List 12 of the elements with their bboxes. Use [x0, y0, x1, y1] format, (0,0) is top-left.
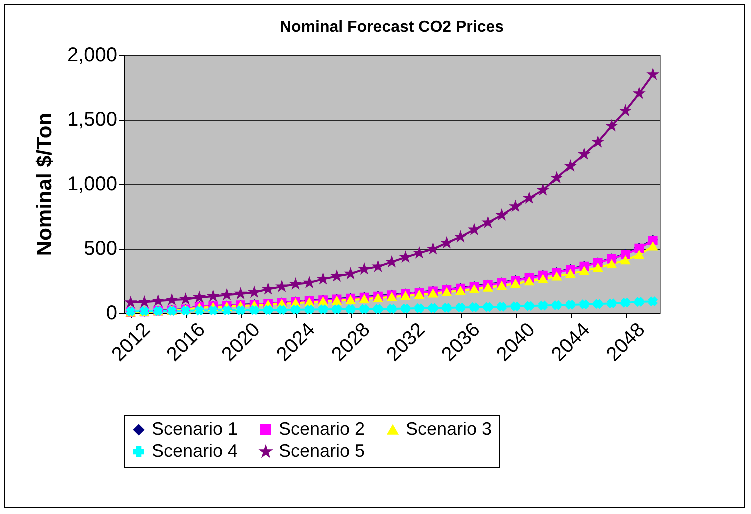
y-tick-label: 500 [84, 238, 118, 260]
legend-label: Scenario 5 [279, 441, 366, 461]
legend-label: Scenario 1 [152, 419, 238, 439]
legend-label: Scenario 2 [279, 419, 366, 439]
y-axis-title: Nominal $/Ton [33, 112, 56, 256]
y-tick-label: 1,500 [67, 109, 118, 131]
legend-label: Scenario 3 [406, 419, 492, 439]
y-tick-label: 2,000 [67, 44, 118, 66]
legend-label: Scenario 4 [152, 441, 238, 461]
y-tick-label: 0 [106, 302, 118, 324]
chart-title: Nominal Forecast CO2 Prices [280, 19, 504, 36]
y-tick-label: 1,000 [67, 174, 118, 196]
